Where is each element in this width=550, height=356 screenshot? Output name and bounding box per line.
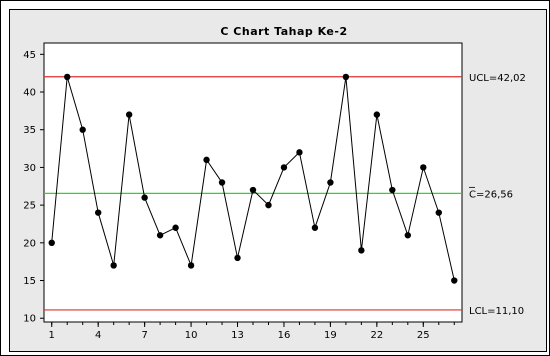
data-point [280,164,288,171]
x-tick-label: 19 [324,330,337,341]
data-point [435,209,442,216]
x-tick-label: 1 [49,330,55,341]
data-point [451,277,458,284]
data-point [79,126,86,133]
data-point [389,186,396,194]
data-point [296,149,303,156]
lcl-label: LCL=11,10 [469,306,524,317]
data-point [64,73,71,81]
control-limits: UCL=42,02 C=26,56 LCL=11,10 [44,73,526,317]
data-point [327,179,334,186]
x-tick-label: 10 [185,330,198,341]
data-point [420,164,427,171]
y-tick-label: 15 [23,276,36,287]
y-tick-label: 25 [23,201,36,212]
data-point [265,201,272,209]
data-point [218,179,226,186]
x-tick-label: 25 [417,330,430,341]
data-point [187,262,195,269]
y-tick-label: 10 [23,314,36,325]
data-point [358,247,365,254]
x-tick-label: 13 [231,330,244,341]
data-point [311,224,319,231]
data-point [110,262,117,269]
y-tick-label: 20 [23,238,36,249]
data-point [203,156,210,164]
data-point [373,111,381,118]
y-tick-label: 45 [23,50,36,61]
plot-area [43,42,463,323]
x-tick-label: 16 [278,330,291,341]
x-tick-label: 4 [95,330,101,341]
y-tick-label: 30 [23,163,36,174]
data-point [342,73,350,81]
y-tick-label: 35 [23,125,36,136]
data-point [249,186,257,194]
y-axis: 10 15 20 25 30 35 40 45 [23,50,44,325]
x-tick-label: 7 [141,330,147,341]
data-point [404,232,412,239]
data-point [94,209,102,216]
data-point [125,111,133,118]
data-series [48,73,458,284]
y-tick-label: 40 [23,88,36,99]
data-point [141,194,148,201]
center-line-label: C=26,56 [469,189,513,200]
data-point [172,224,179,231]
x-tick-label: 22 [370,330,383,341]
data-point [48,239,55,247]
ucl-label: UCL=42,02 [469,73,526,84]
data-point [156,232,164,239]
data-point [234,254,241,262]
x-axis: 1 4 7 10 13 16 19 22 25 [49,322,455,341]
chart-title: C Chart Tahap Ke-2 [220,25,347,38]
